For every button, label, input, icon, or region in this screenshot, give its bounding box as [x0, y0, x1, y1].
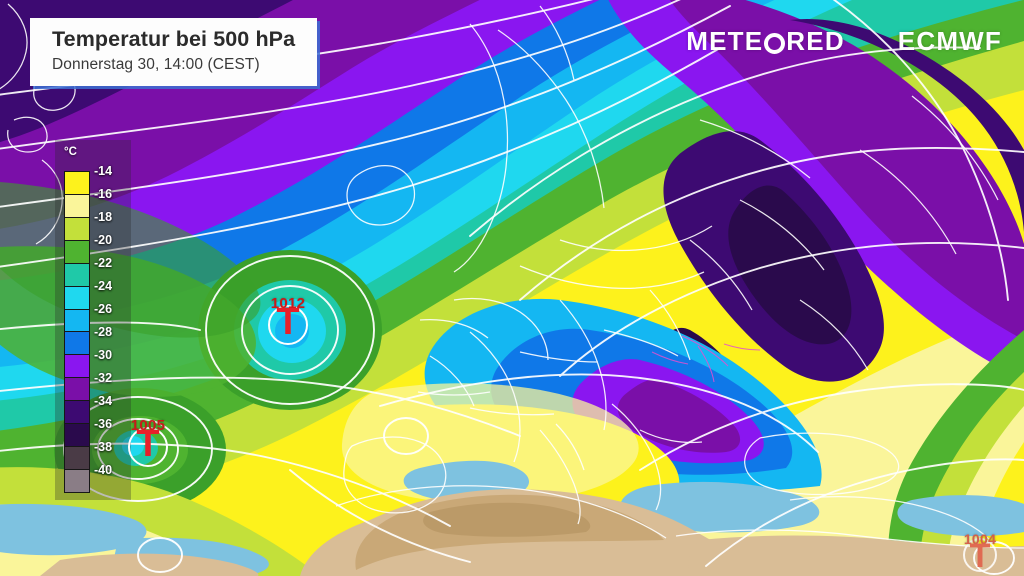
- meteored-logo-text-right: RED: [786, 26, 845, 56]
- low-pressure-marker[interactable]: 1012 T: [256, 293, 320, 357]
- colorbar-tick: -38: [94, 440, 113, 454]
- temperature-colorbar: °C -14 -16 -18 -20 -22 -24 -26 -28 -30 -32 -34 -36-…: [55, 140, 131, 500]
- colorbar-tick: -24: [94, 279, 113, 293]
- low-pressure-marker[interactable]: 1005 T: [116, 415, 180, 479]
- meteored-logo[interactable]: METE RED: [686, 26, 845, 57]
- colorbar-tick: -30: [94, 348, 113, 362]
- low-pressure-value: 1004: [963, 531, 997, 547]
- colorbar-swatch: [65, 447, 89, 470]
- colorbar-tick: -16: [94, 187, 113, 201]
- low-pressure-symbol: T: [969, 537, 991, 575]
- colorbar-tick: -36: [94, 417, 113, 431]
- colorbar-swatch: [65, 286, 89, 310]
- low-pressure-value: 1012: [270, 295, 306, 312]
- forecast-timestamp: Donnerstag 30, 14:00 (CEST): [52, 56, 260, 74]
- colorbar-tick: -34: [94, 394, 113, 408]
- colorbar-tick: -26: [94, 302, 113, 316]
- low-pressure-symbol: T: [276, 301, 300, 343]
- low-pressure-value: 1005: [130, 417, 166, 434]
- colorbar-tick: -28: [94, 325, 113, 339]
- ecmwf-double-c-icon: [862, 31, 880, 52]
- colorbar-swatch: [65, 401, 89, 425]
- page-title: Temperatur bei 500 hPa: [52, 27, 296, 51]
- colorbar-swatch: [65, 309, 89, 333]
- colorbar-swatch: [65, 172, 89, 195]
- colorbar-swatch: [65, 217, 89, 241]
- ecmwf-logo[interactable]: ECMWF: [859, 26, 1002, 57]
- low-pressure-symbol: T: [136, 423, 160, 465]
- colorbar-swatches: [64, 171, 90, 493]
- low-pressure-marker[interactable]: 1004 T: [952, 527, 1008, 576]
- colorbar-tick: -32: [94, 371, 113, 385]
- meteored-logo-text-left: METE: [686, 26, 764, 56]
- colorbar-tick: -18: [94, 210, 113, 224]
- map-title-card: Temperatur bei 500 hPa Donnerstag 30, 14…: [30, 18, 318, 86]
- colorbar-tick: -20: [94, 233, 113, 247]
- low-pressure-ring-icon: [128, 427, 168, 467]
- colorbar-swatch: [65, 469, 89, 492]
- low-pressure-ring-icon: [963, 538, 997, 572]
- colorbar-swatch: [65, 378, 89, 402]
- colorbar-swatch: [65, 240, 89, 264]
- colorbar-swatch: [65, 263, 89, 287]
- meteored-o-ring-icon: [764, 33, 786, 54]
- colorbar-swatch: [65, 332, 89, 356]
- colorbar-tick: -40: [94, 463, 113, 477]
- low-pressure-ring-icon: [268, 305, 308, 345]
- colorbar-tick: -14: [94, 164, 113, 178]
- colorbar-swatch: [65, 355, 89, 379]
- ecmwf-logo-text: ECMWF: [897, 26, 1002, 56]
- brand-bar: METE RED ECMWF: [686, 26, 1002, 57]
- colorbar-swatch: [65, 424, 89, 448]
- colorbar-tick-labels: -14 -16 -18 -20 -22 -24 -26 -28 -30 -32 -34 -36 -38 -…: [94, 164, 130, 493]
- colorbar-unit-label: °C: [64, 146, 77, 158]
- colorbar-swatch: [65, 194, 89, 218]
- colorbar-tick: -22: [94, 256, 113, 270]
